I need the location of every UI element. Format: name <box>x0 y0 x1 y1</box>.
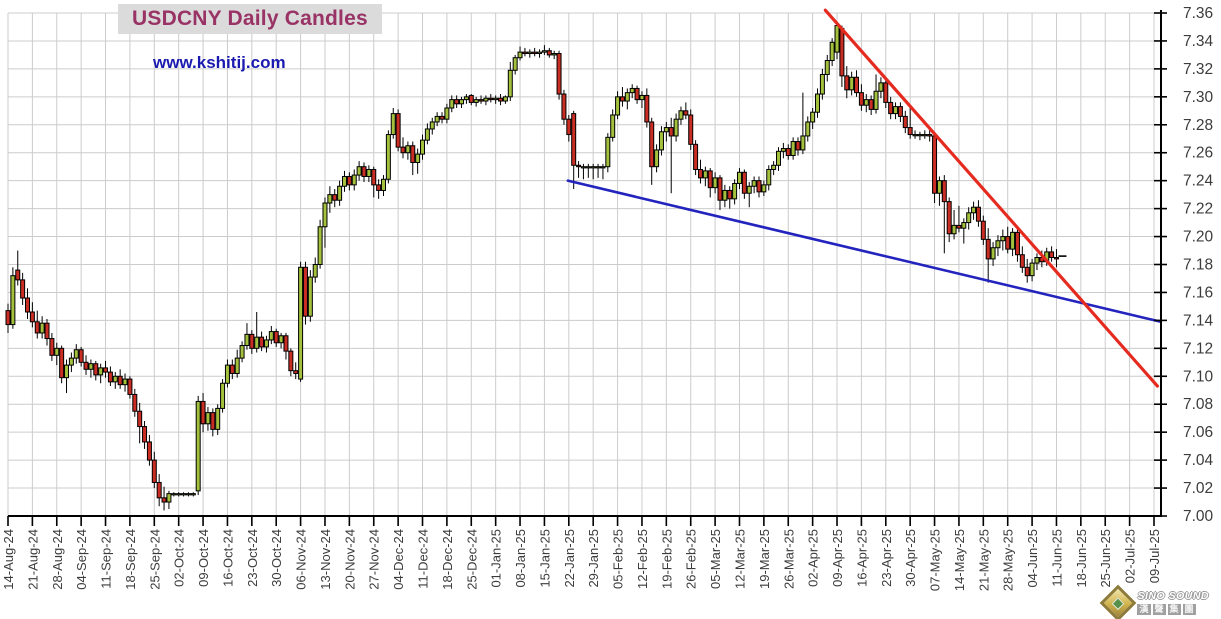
watermark-text-block: SINO SOUND 漢聲集團 <box>1137 591 1209 615</box>
svg-text:16-Oct-24: 16-Oct-24 <box>220 529 235 587</box>
svg-text:08-Jan-25: 08-Jan-25 <box>513 529 528 588</box>
svg-text:16-Apr-25: 16-Apr-25 <box>854 529 869 587</box>
svg-text:7.16: 7.16 <box>1183 284 1213 301</box>
svg-text:18-Jun-25: 18-Jun-25 <box>1074 529 1089 588</box>
svg-text:7.26: 7.26 <box>1183 145 1213 162</box>
svg-text:7.30: 7.30 <box>1183 89 1214 106</box>
diamond-logo-icon <box>1100 584 1137 619</box>
svg-text:25-Dec-24: 25-Dec-24 <box>464 529 479 590</box>
svg-text:09-Oct-24: 09-Oct-24 <box>196 529 211 587</box>
svg-text:26-Mar-25: 26-Mar-25 <box>781 529 796 589</box>
svg-text:22-Jan-25: 22-Jan-25 <box>562 529 577 588</box>
svg-text:25-Sep-24: 25-Sep-24 <box>147 529 162 590</box>
svg-text:11-Sep-24: 11-Sep-24 <box>99 529 114 589</box>
svg-text:18-Dec-24: 18-Dec-24 <box>440 529 455 590</box>
svg-text:7.32: 7.32 <box>1183 61 1213 78</box>
svg-text:7.04: 7.04 <box>1183 452 1214 469</box>
svg-text:7.34: 7.34 <box>1183 33 1214 50</box>
svg-text:07-May-25: 07-May-25 <box>928 529 943 591</box>
watermark-brand-text: SINO SOUND <box>1137 590 1209 603</box>
svg-text:21-May-25: 21-May-25 <box>976 529 991 591</box>
svg-text:20-Nov-24: 20-Nov-24 <box>342 529 357 590</box>
svg-text:30-Apr-25: 30-Apr-25 <box>903 529 918 587</box>
svg-text:27-Nov-24: 27-Nov-24 <box>367 529 382 590</box>
svg-text:05-Mar-25: 05-Mar-25 <box>708 529 723 589</box>
svg-text:11-Jun-25: 11-Jun-25 <box>1049 529 1064 587</box>
svg-text:7.36: 7.36 <box>1183 5 1213 22</box>
svg-text:14-May-25: 14-May-25 <box>952 529 967 591</box>
svg-text:04-Sep-24: 04-Sep-24 <box>74 529 89 590</box>
svg-text:7.14: 7.14 <box>1183 312 1214 329</box>
svg-text:09-Apr-25: 09-Apr-25 <box>830 529 845 587</box>
svg-text:28-Aug-24: 28-Aug-24 <box>50 529 65 590</box>
svg-text:13-Nov-24: 13-Nov-24 <box>318 529 333 590</box>
svg-text:09-Jul-25: 09-Jul-25 <box>1147 529 1162 583</box>
svg-text:7.06: 7.06 <box>1183 424 1213 441</box>
svg-text:05-Feb-25: 05-Feb-25 <box>611 529 626 589</box>
svg-text:01-Jan-25: 01-Jan-25 <box>489 529 504 588</box>
svg-text:25-Jun-25: 25-Jun-25 <box>1098 529 1113 588</box>
svg-text:7.02: 7.02 <box>1183 480 1213 497</box>
svg-text:30-Oct-24: 30-Oct-24 <box>269 529 284 587</box>
svg-text:19-Mar-25: 19-Mar-25 <box>757 529 772 589</box>
svg-text:18-Sep-24: 18-Sep-24 <box>123 529 138 590</box>
svg-text:12-Feb-25: 12-Feb-25 <box>635 529 650 589</box>
svg-text:7.18: 7.18 <box>1183 257 1213 274</box>
svg-text:7.10: 7.10 <box>1183 368 1214 385</box>
svg-text:7.28: 7.28 <box>1183 117 1213 134</box>
svg-text:12-Mar-25: 12-Mar-25 <box>732 529 747 589</box>
svg-text:02-Oct-24: 02-Oct-24 <box>172 529 187 587</box>
svg-text:02-Jul-25: 02-Jul-25 <box>1123 529 1138 583</box>
svg-text:7.00: 7.00 <box>1183 508 1214 525</box>
sino-sound-watermark: SINO SOUND 漢聲集團 <box>1100 584 1209 619</box>
svg-text:7.20: 7.20 <box>1183 229 1214 246</box>
svg-text:7.12: 7.12 <box>1183 340 1213 357</box>
website-watermark: www.kshitij.com <box>153 53 286 72</box>
svg-text:23-Apr-25: 23-Apr-25 <box>879 529 894 587</box>
svg-text:15-Jan-25: 15-Jan-25 <box>537 529 552 588</box>
svg-text:14-Aug-24: 14-Aug-24 <box>1 529 16 590</box>
chart-title: USDCNY Daily Candles <box>118 4 382 34</box>
svg-text:7.22: 7.22 <box>1183 201 1213 218</box>
svg-text:28-May-25: 28-May-25 <box>1001 529 1016 591</box>
svg-text:21-Aug-24: 21-Aug-24 <box>25 529 40 590</box>
svg-text:04-Jun-25: 04-Jun-25 <box>1025 529 1040 588</box>
svg-text:11-Dec-24: 11-Dec-24 <box>416 529 431 589</box>
svg-text:02-Apr-25: 02-Apr-25 <box>806 529 821 587</box>
svg-text:29-Jan-25: 29-Jan-25 <box>586 529 601 588</box>
svg-text:04-Dec-24: 04-Dec-24 <box>391 529 406 590</box>
svg-text:19-Feb-25: 19-Feb-25 <box>659 529 674 589</box>
watermark-chinese-text: 漢聲集團 <box>1137 603 1196 615</box>
svg-text:06-Nov-24: 06-Nov-24 <box>294 529 309 590</box>
gem-icon <box>1112 596 1125 610</box>
svg-text:7.24: 7.24 <box>1183 173 1214 190</box>
svg-text:26-Feb-25: 26-Feb-25 <box>684 529 699 589</box>
resistance-trendline <box>823 8 1160 388</box>
svg-text:7.08: 7.08 <box>1183 396 1213 413</box>
support-trendline <box>566 179 1163 324</box>
svg-text:23-Oct-24: 23-Oct-24 <box>245 529 260 587</box>
